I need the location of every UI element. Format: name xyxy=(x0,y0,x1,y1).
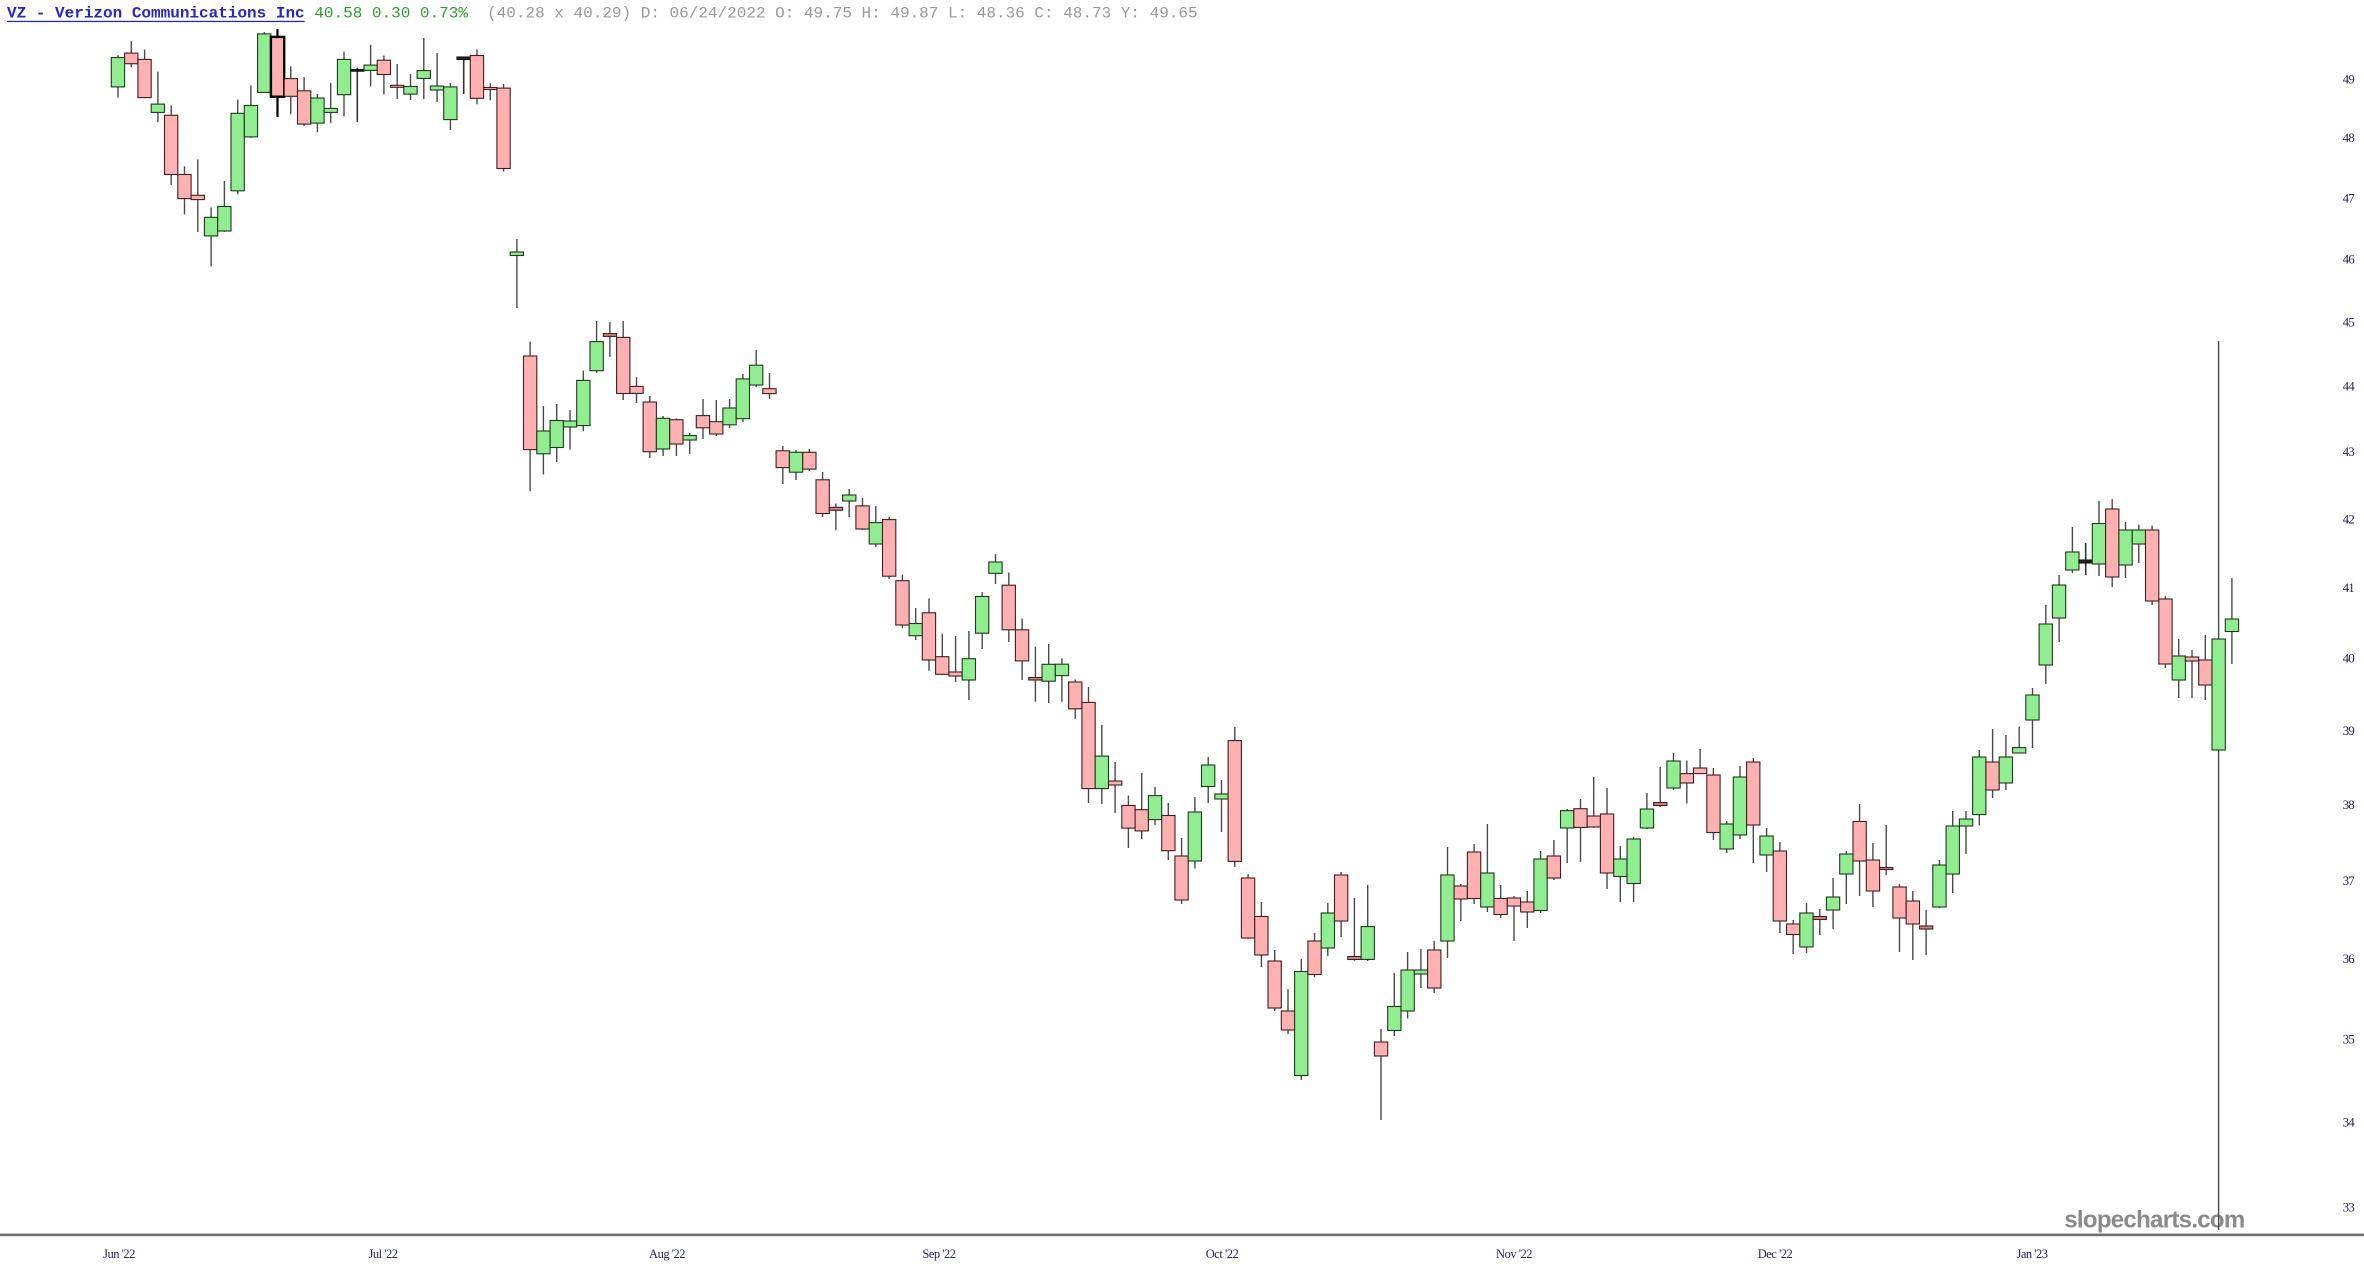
svg-text:Oct '22: Oct '22 xyxy=(1206,1247,1239,1261)
svg-text:46: 46 xyxy=(2343,252,2356,267)
svg-text:Jun '22: Jun '22 xyxy=(103,1247,135,1261)
svg-text:33: 33 xyxy=(2343,1200,2355,1215)
svg-text:36: 36 xyxy=(2343,951,2356,966)
svg-text:42: 42 xyxy=(2343,511,2355,526)
svg-text:45: 45 xyxy=(2343,314,2355,329)
svg-text:49: 49 xyxy=(2343,71,2355,86)
svg-text:Nov '22: Nov '22 xyxy=(1496,1247,1532,1261)
svg-text:(40.28 x 40.29) D: 06/24/2022: (40.28 x 40.29) D: 06/24/2022 O: 49.75 H… xyxy=(487,4,1198,22)
svg-text:35: 35 xyxy=(2343,1032,2355,1047)
svg-text:Jan '23: Jan '23 xyxy=(2016,1247,2047,1261)
svg-text:48: 48 xyxy=(2343,130,2355,145)
svg-text:38: 38 xyxy=(2343,797,2355,812)
svg-text:Aug '22: Aug '22 xyxy=(649,1247,685,1261)
svg-text:34: 34 xyxy=(2343,1114,2356,1129)
svg-text:37: 37 xyxy=(2343,873,2356,888)
svg-text:43: 43 xyxy=(2343,444,2355,459)
svg-text:slopecharts.com: slopecharts.com xyxy=(2064,1207,2244,1234)
svg-text:39: 39 xyxy=(2343,723,2355,738)
svg-text:Sep '22: Sep '22 xyxy=(922,1247,955,1261)
svg-text:Jul '22: Jul '22 xyxy=(369,1247,398,1261)
svg-text:47: 47 xyxy=(2343,190,2356,205)
svg-text:40.58 0.30 0.73%: 40.58 0.30 0.73% xyxy=(314,4,468,22)
svg-text:VZ - Verizon Communications In: VZ - Verizon Communications Inc xyxy=(7,4,305,22)
svg-text:44: 44 xyxy=(2343,379,2356,394)
svg-text:41: 41 xyxy=(2343,580,2355,595)
svg-text:40: 40 xyxy=(2343,651,2355,666)
svg-text:Dec '22: Dec '22 xyxy=(1758,1247,1793,1261)
